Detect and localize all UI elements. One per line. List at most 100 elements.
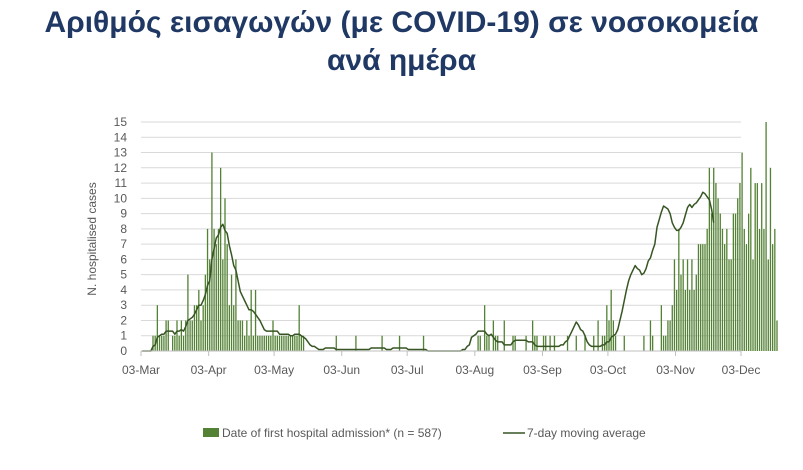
admission-bar bbox=[158, 335, 161, 351]
admission-bar bbox=[662, 335, 665, 351]
admission-bar bbox=[246, 320, 248, 351]
admission-bar bbox=[182, 335, 185, 351]
admission-bar bbox=[719, 213, 721, 351]
admission-bar bbox=[754, 183, 756, 351]
admission-bar bbox=[739, 183, 741, 351]
admission-bar bbox=[691, 259, 693, 351]
admission-bar bbox=[675, 289, 678, 351]
admission-bar bbox=[335, 335, 337, 351]
axes bbox=[140, 350, 742, 356]
admission-bar bbox=[693, 289, 695, 351]
y-tick-label: 2 bbox=[120, 313, 127, 327]
admission-bar bbox=[252, 335, 255, 351]
admission-bar bbox=[161, 335, 163, 351]
admission-bar bbox=[614, 335, 617, 351]
y-tick-label: 10 bbox=[114, 191, 128, 205]
y-tick-label: 13 bbox=[114, 146, 128, 160]
admission-bar bbox=[291, 335, 294, 351]
x-tick-label: 03-Dec bbox=[722, 363, 761, 377]
admission-bar bbox=[737, 198, 739, 351]
admission-bar bbox=[697, 244, 700, 351]
admission-bar bbox=[682, 259, 684, 351]
admission-bar bbox=[243, 335, 246, 351]
admission-bar bbox=[761, 183, 763, 351]
admission-bar bbox=[202, 305, 204, 351]
admission-bar bbox=[494, 335, 497, 351]
admission-bar bbox=[483, 305, 486, 351]
admission-bar bbox=[497, 335, 499, 351]
admission-bar bbox=[699, 244, 702, 351]
admission-bar bbox=[603, 335, 606, 351]
admission-bar bbox=[723, 244, 726, 351]
admission-bar bbox=[283, 335, 285, 351]
admission-bar bbox=[708, 167, 711, 351]
admission-bar bbox=[643, 335, 645, 351]
admission-bar bbox=[665, 335, 667, 351]
y-tick-label: 0 bbox=[120, 344, 127, 358]
admission-bar bbox=[726, 228, 728, 351]
admission-bar bbox=[758, 228, 761, 351]
admission-bar bbox=[767, 259, 769, 351]
admission-bar bbox=[717, 198, 719, 351]
admission-bar bbox=[678, 228, 680, 351]
admission-bar bbox=[217, 228, 220, 351]
y-tick-label: 5 bbox=[120, 268, 127, 282]
y-tick-label: 14 bbox=[114, 130, 128, 144]
admission-bar bbox=[222, 259, 224, 351]
admission-bar bbox=[610, 289, 612, 351]
admission-bar bbox=[536, 335, 538, 351]
admission-bar bbox=[593, 335, 595, 351]
admission-bar bbox=[776, 320, 778, 351]
admission-bar bbox=[695, 274, 697, 351]
admission-bar bbox=[680, 274, 682, 351]
admission-bar bbox=[250, 289, 252, 351]
admission-bar bbox=[276, 335, 279, 351]
admission-bar bbox=[721, 228, 724, 351]
admission-bar bbox=[265, 335, 268, 351]
admission-bar bbox=[689, 289, 691, 351]
admission-bar bbox=[204, 274, 207, 351]
y-tick-label: 15 bbox=[114, 115, 128, 129]
admission-bar bbox=[686, 259, 689, 351]
x-tick-label: 03-Nov bbox=[656, 363, 695, 377]
admission-bar bbox=[514, 335, 516, 351]
admission-bar bbox=[671, 305, 673, 351]
admission-bar bbox=[728, 259, 730, 351]
admission-bar bbox=[263, 335, 265, 351]
admission-bar bbox=[191, 320, 193, 351]
admission-bar bbox=[206, 228, 209, 351]
y-tick-label: 11 bbox=[115, 176, 128, 190]
y-tick-label: 4 bbox=[120, 283, 127, 297]
admission-bar bbox=[300, 335, 303, 351]
admission-bar bbox=[180, 320, 183, 351]
admission-bar bbox=[743, 228, 745, 351]
admission-bar bbox=[479, 335, 481, 351]
admission-bar bbox=[165, 320, 167, 351]
x-tick-label: 03-Jul bbox=[391, 363, 424, 377]
admission-bar bbox=[270, 335, 272, 351]
admission-bar bbox=[224, 198, 226, 351]
admission-bar bbox=[230, 274, 233, 351]
y-tick-label: 6 bbox=[120, 252, 127, 266]
admission-bar bbox=[747, 213, 750, 351]
admission-bar bbox=[296, 335, 298, 351]
admission-bar bbox=[713, 167, 715, 351]
admission-bar bbox=[398, 335, 401, 351]
admission-bar bbox=[381, 335, 383, 351]
admission-bar bbox=[734, 213, 737, 351]
admission-bar bbox=[193, 305, 196, 351]
chart-title: Αριθμός εισαγωγών (με COVID-19) σε νοσοκ… bbox=[0, 4, 803, 80]
admission-bar bbox=[710, 213, 713, 351]
admission-bar bbox=[254, 289, 257, 351]
x-tick-label: 03-Apr bbox=[191, 363, 227, 377]
admission-bar bbox=[704, 244, 706, 351]
x-tick-label: 03-May bbox=[254, 363, 294, 377]
x-tick-label: 03-Sep bbox=[523, 363, 562, 377]
admission-bar bbox=[239, 320, 241, 351]
admission-bar bbox=[673, 259, 676, 351]
admission-bar bbox=[272, 320, 274, 351]
admission-bar bbox=[213, 228, 215, 351]
admission-bar bbox=[163, 335, 165, 351]
x-tick-labels: 03-Mar 03-Apr 03-May 03-Jun 03-Jul 03-Aug 03-S… bbox=[122, 363, 760, 377]
